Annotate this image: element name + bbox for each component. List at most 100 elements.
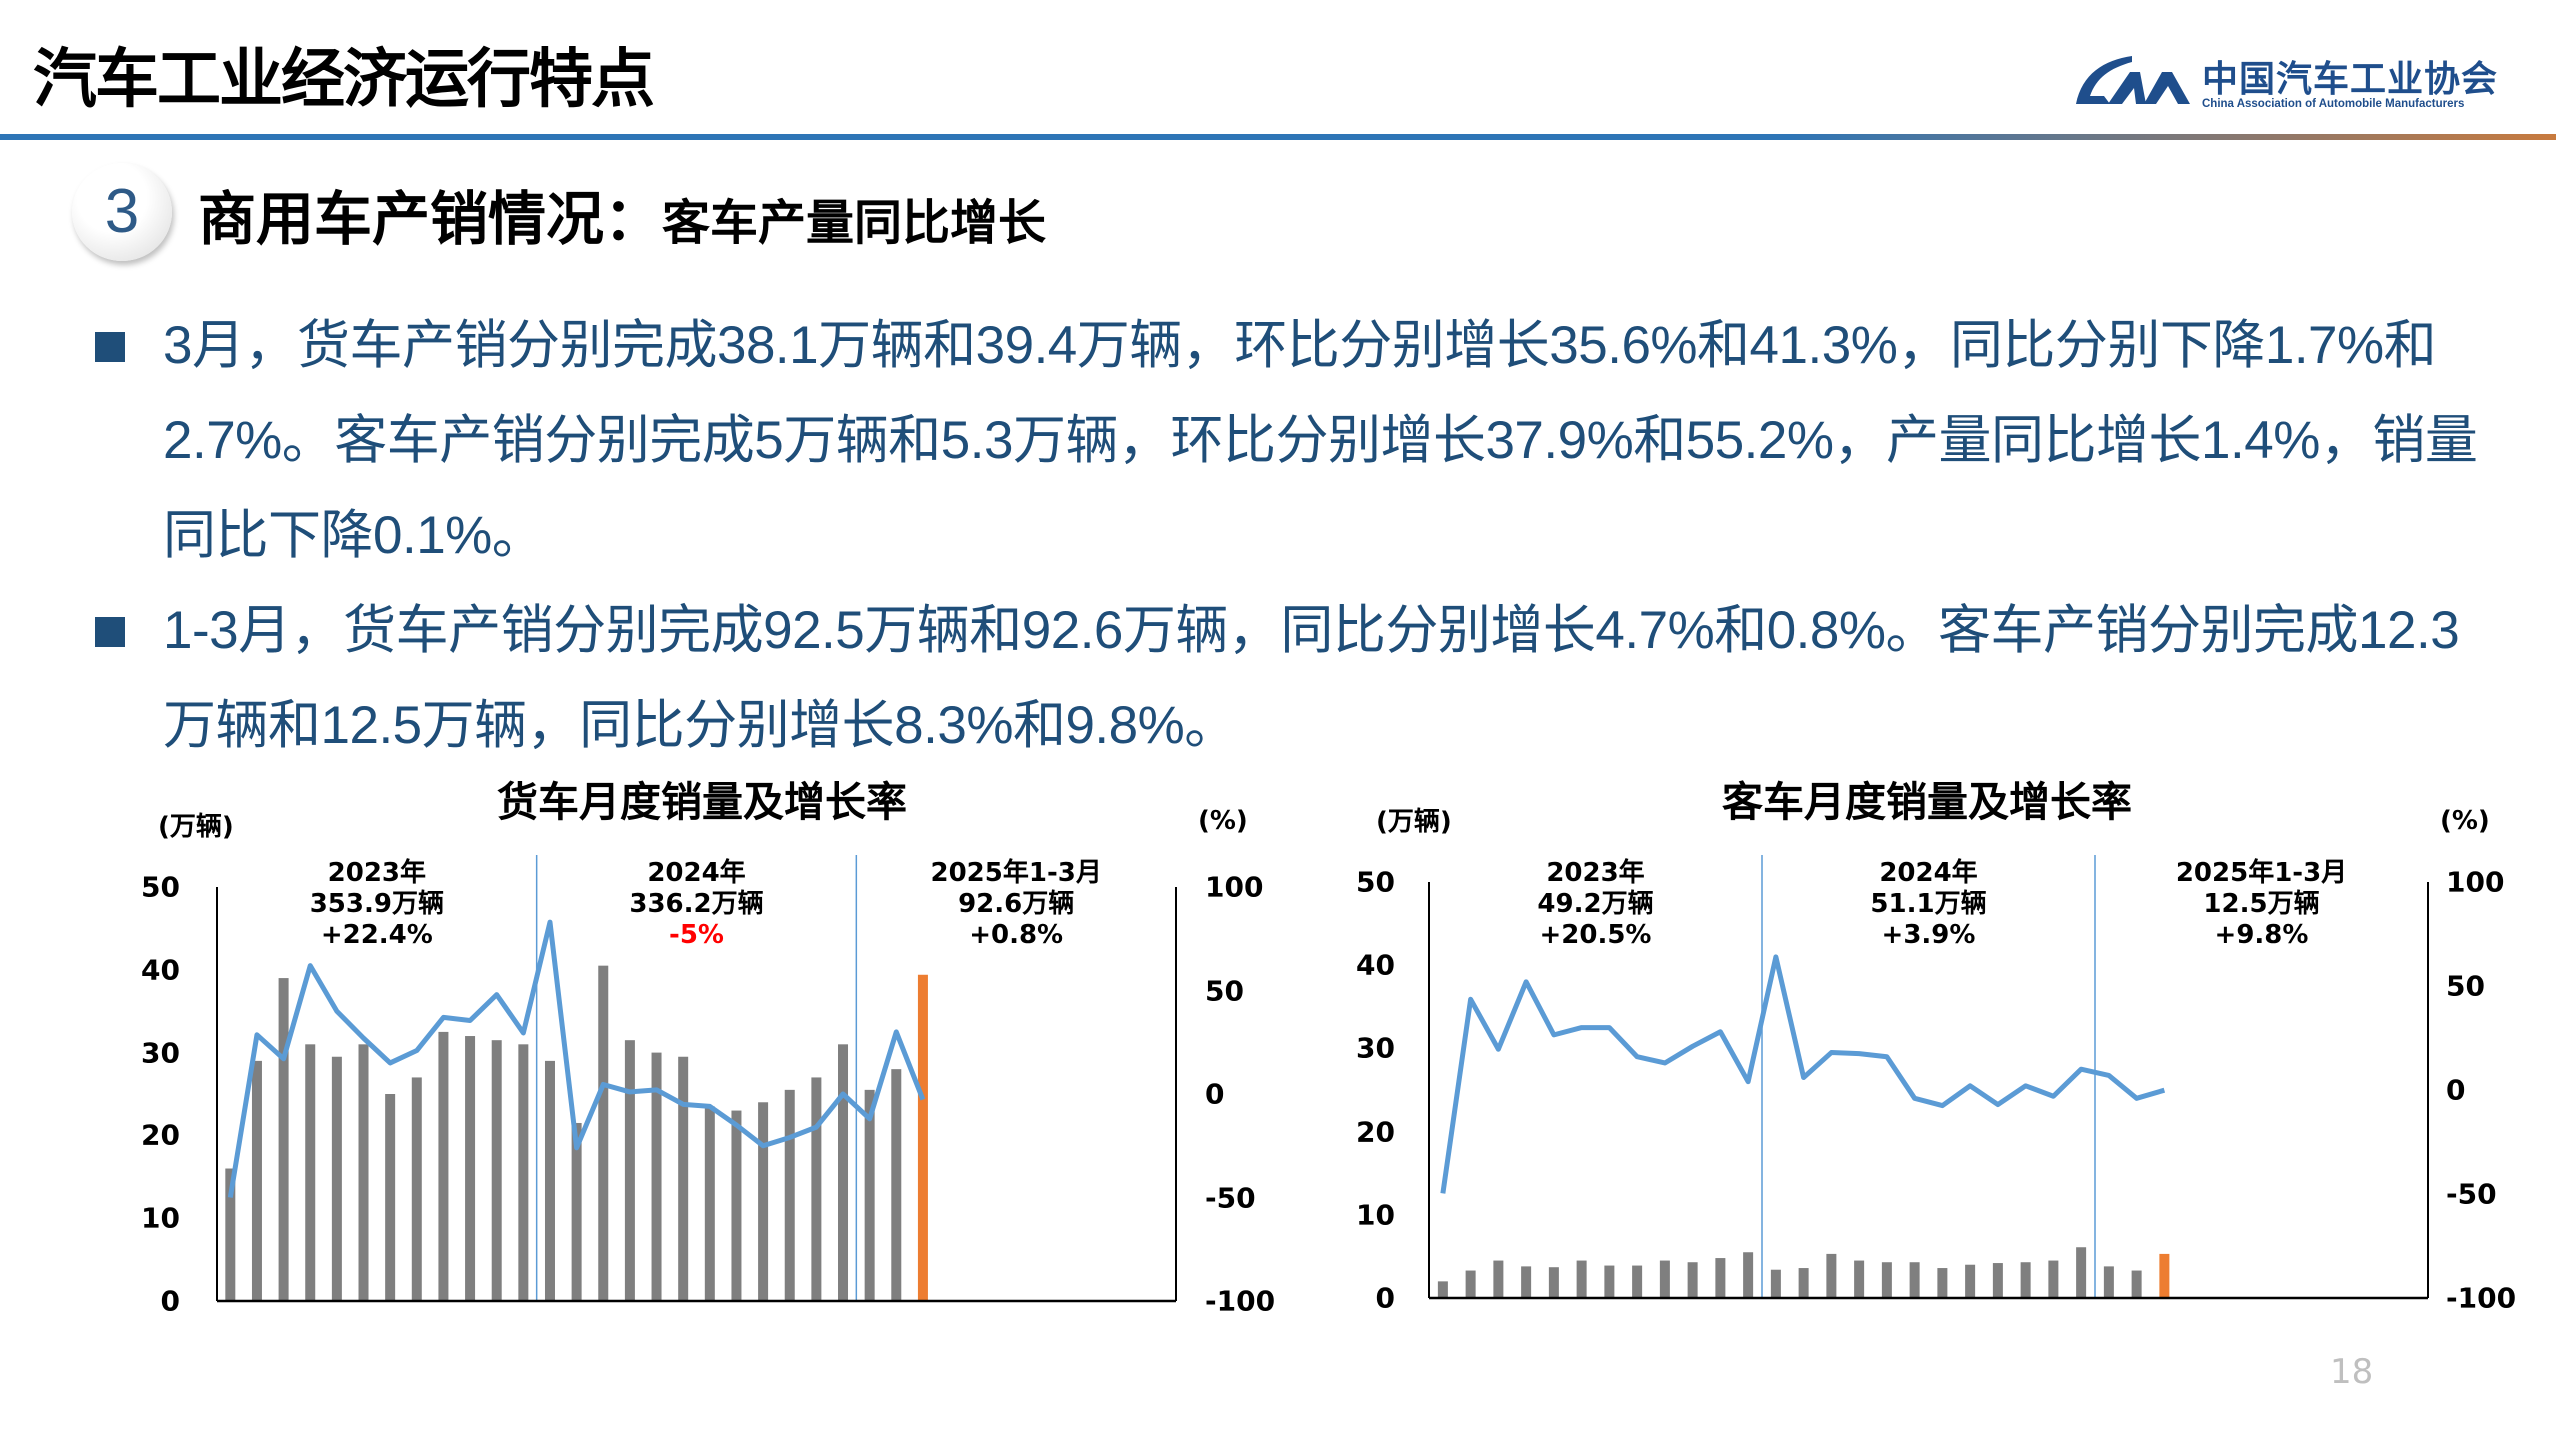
sales-bar <box>545 1061 555 1301</box>
sales-bar <box>918 975 928 1301</box>
section-title: 商用车产销情况： <box>198 185 662 253</box>
sales-bar <box>1466 1271 1476 1298</box>
sales-bar <box>359 1044 369 1301</box>
sales-bar <box>2159 1254 2169 1298</box>
sales-bar <box>731 1111 741 1301</box>
annotation-total: 12.5万辆 <box>2142 889 2382 920</box>
sales-bar <box>1577 1261 1587 1298</box>
right-axis-unit: (%) <box>2440 806 2490 836</box>
sales-bar <box>1882 1262 1892 1298</box>
left-tick-label: 10 <box>1315 1198 1395 1231</box>
left-axis-unit: (万辆) <box>158 806 234 843</box>
right-tick-label: 0 <box>1205 1078 1224 1111</box>
caam-logo-icon <box>2074 54 2194 114</box>
annotation-year: 2024年 <box>577 858 817 889</box>
annotation-change: +0.8% <box>896 920 1136 951</box>
annotation-change: +22.4% <box>257 920 497 951</box>
caam-logo: 中国汽车工业协会 China Association of Automobile… <box>2074 50 2494 120</box>
left-tick-label: 30 <box>1315 1032 1395 1065</box>
sales-bar <box>1493 1261 1503 1298</box>
bullet-item: 1-3月，货车产销分别完成92.5万辆和92.6万辆，同比分别增长4.7%和0.… <box>95 583 2495 773</box>
left-tick-label: 10 <box>100 1202 180 1235</box>
left-axis-unit: (万辆) <box>1376 801 1452 838</box>
annotation-total: 51.1万辆 <box>1809 889 2049 920</box>
right-tick-label: -50 <box>2446 1178 2497 1211</box>
right-tick-label: -50 <box>1205 1181 1256 1214</box>
sales-bar <box>332 1057 342 1301</box>
left-tick-label: 50 <box>1315 866 1395 899</box>
header-divider <box>0 134 2556 140</box>
bullet-square-icon <box>95 332 125 362</box>
bullet-text: 1-3月，货车产销分别完成92.5万辆和92.6万辆，同比分别增长4.7%和0.… <box>163 601 2459 755</box>
sales-bar <box>305 1044 315 1301</box>
sales-bar <box>1688 1262 1698 1298</box>
sales-bar <box>518 1044 528 1301</box>
section-number-badge: 3 <box>72 163 172 261</box>
page-title: 汽车工业经济运行特点 <box>33 28 653 120</box>
sales-bar <box>492 1040 502 1301</box>
sales-bar <box>598 966 608 1301</box>
right-tick-label: 50 <box>1205 974 1244 1007</box>
annotation-total: 353.9万辆 <box>257 889 497 920</box>
sales-bar <box>252 1061 262 1301</box>
left-tick-label: 30 <box>100 1036 180 1069</box>
right-tick-label: -100 <box>2446 1282 2516 1315</box>
right-tick-label: 100 <box>1205 871 1263 904</box>
sales-bar <box>1743 1252 1753 1298</box>
sales-bar <box>758 1102 768 1301</box>
left-tick-label: 20 <box>1315 1115 1395 1148</box>
sales-bar <box>2048 1261 2058 1298</box>
sales-bar <box>785 1090 795 1301</box>
sales-bar <box>412 1077 422 1301</box>
chart-title: 货车月度销量及增长率 <box>402 768 1002 828</box>
sales-bar <box>1854 1261 1864 1298</box>
sales-bar <box>385 1094 395 1301</box>
sales-bar <box>465 1036 475 1301</box>
sales-bar <box>2132 1271 2142 1298</box>
left-tick-label: 50 <box>100 871 180 904</box>
left-tick-label: 0 <box>1315 1282 1395 1315</box>
sales-bar <box>891 1069 901 1301</box>
sales-bar <box>1965 1265 1975 1298</box>
section-subtitle: 客车产量同比增长 <box>662 195 1046 251</box>
annotation-total: 336.2万辆 <box>577 889 817 920</box>
annotation-total: 92.6万辆 <box>896 889 1136 920</box>
sales-bar <box>678 1057 688 1301</box>
annotation-change: -5% <box>577 920 817 951</box>
annotation-year: 2023年 <box>1476 858 1716 889</box>
annotation-change: +9.8% <box>2142 920 2382 951</box>
left-tick-label: 40 <box>1315 949 1395 982</box>
annotation-total: 49.2万辆 <box>1476 889 1716 920</box>
annotation-year: 2024年 <box>1809 858 2049 889</box>
annotation-change: +20.5% <box>1476 920 1716 951</box>
sales-bar <box>2076 1247 2086 1298</box>
sales-bar <box>1549 1267 1559 1298</box>
sales-bar <box>1771 1270 1781 1298</box>
sales-bar <box>838 1044 848 1301</box>
sales-bar <box>1438 1281 1448 1298</box>
annotation-year: 2025年1-3月 <box>896 858 1136 889</box>
sales-bar <box>811 1077 821 1301</box>
right-tick-label: 100 <box>2446 866 2504 899</box>
right-tick-label: 50 <box>2446 970 2485 1003</box>
right-tick-label: 0 <box>2446 1074 2465 1107</box>
sales-bar <box>1910 1262 1920 1298</box>
sales-bar <box>438 1032 448 1301</box>
sales-bar <box>1521 1266 1531 1298</box>
sales-bar <box>865 1090 875 1301</box>
section-heading: 商用车产销情况：客车产量同比增长 <box>198 172 1046 256</box>
growth-line <box>1443 957 2165 1193</box>
sales-bar <box>1937 1268 1947 1298</box>
sales-bar <box>1993 1263 2003 1298</box>
bullet-text: 3月，货车产销分别完成38.1万辆和39.4万辆，环比分别增长35.6%和41.… <box>163 316 2477 565</box>
logo-text-en: China Association of Automobile Manufact… <box>2202 98 2464 110</box>
annotation-year: 2025年1-3月 <box>2142 858 2382 889</box>
sales-bar <box>2021 1262 2031 1298</box>
left-tick-label: 40 <box>100 953 180 986</box>
bullet-list: 3月，货车产销分别完成38.1万辆和39.4万辆，环比分别增长35.6%和41.… <box>95 298 2495 773</box>
